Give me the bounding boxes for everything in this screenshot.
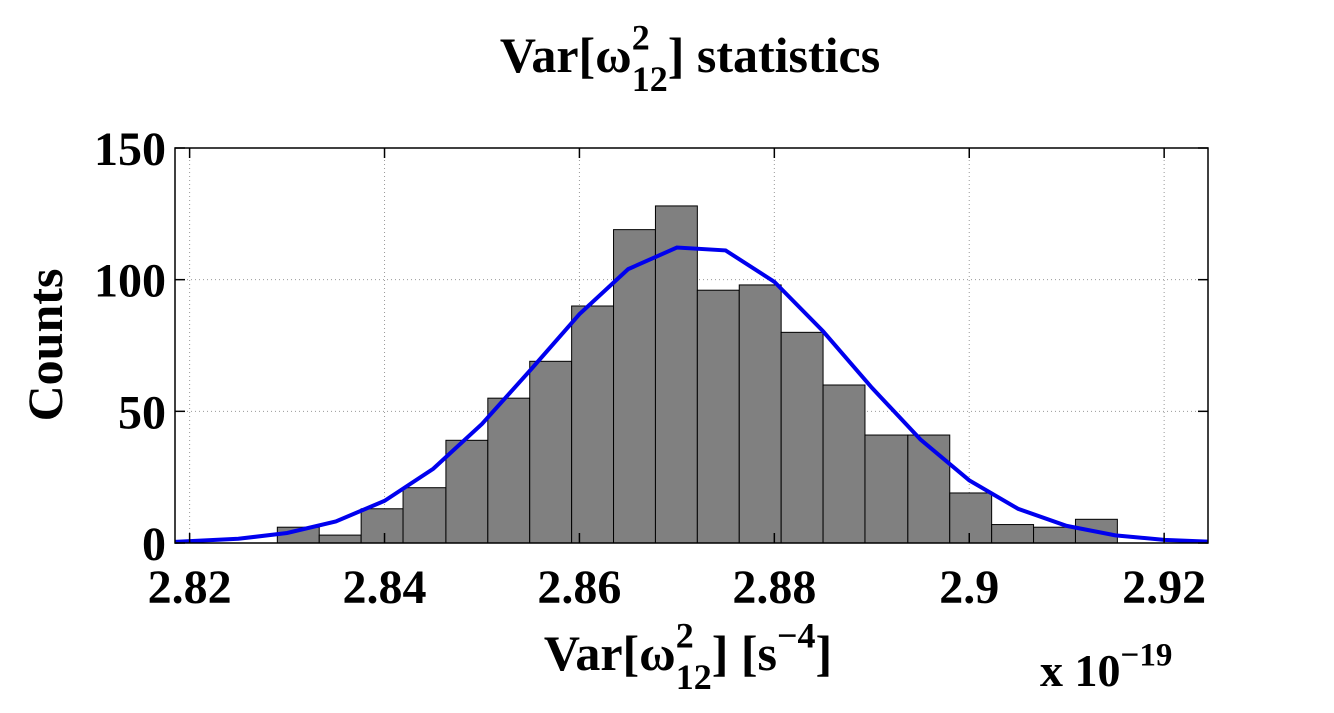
bar [1033,526,1076,544]
y-tick-label: 150 [94,123,166,176]
bar [738,284,782,544]
chart-title: Var[ω 212] statistics [500,18,880,100]
bar [445,439,489,544]
x-axis-label: Var[ω 212] [s −4] [544,616,832,698]
x-tick-label: 2.9 [939,561,999,614]
chart-title-part: ] statistics [668,27,880,83]
plot-frame [174,147,1209,544]
bar [864,434,909,544]
x-multiplier-sup: −19 [1121,636,1173,673]
x-multiplier: x 10 −19 [1040,636,1172,696]
bar [949,492,993,544]
x-axis-label-sub: 12 [676,657,712,697]
x-axis-label-sup: 2 [676,616,694,656]
x-tick-label: 2.92 [1122,561,1206,614]
x-tick-label: 2.86 [537,561,621,614]
bar [529,360,573,544]
x-multiplier-part: x 10 [1040,645,1121,696]
chart-title-part: Var[ω [500,27,632,83]
x-axis-label-part: ] [s [712,625,777,681]
y-tick-label: 50 [118,386,166,439]
y-tick-label: 100 [94,255,166,308]
chart-title-sub: 12 [632,59,668,99]
x-tick-label: 2.82 [148,561,232,614]
bar [654,205,698,544]
x-tick-label: 2.88 [732,561,816,614]
bar [991,524,1035,544]
fit-curve [174,245,1209,544]
bar [571,305,615,544]
x-tick-label: 2.84 [343,561,427,614]
chart-title-sup: 2 [632,18,650,58]
bar [402,487,447,544]
bar [780,331,824,544]
bar [487,397,531,544]
bar [360,508,404,544]
bar [907,434,951,544]
bar [822,384,866,544]
x-axis-label-part: Var[ω [544,625,676,681]
x-axis-label-sup: −4 [777,616,816,656]
bar [318,534,362,544]
x-axis-label-part: ] [816,625,833,681]
bar [696,289,740,544]
y-axis-label: Counts [17,269,73,422]
y-tick-label: 0 [142,518,166,571]
